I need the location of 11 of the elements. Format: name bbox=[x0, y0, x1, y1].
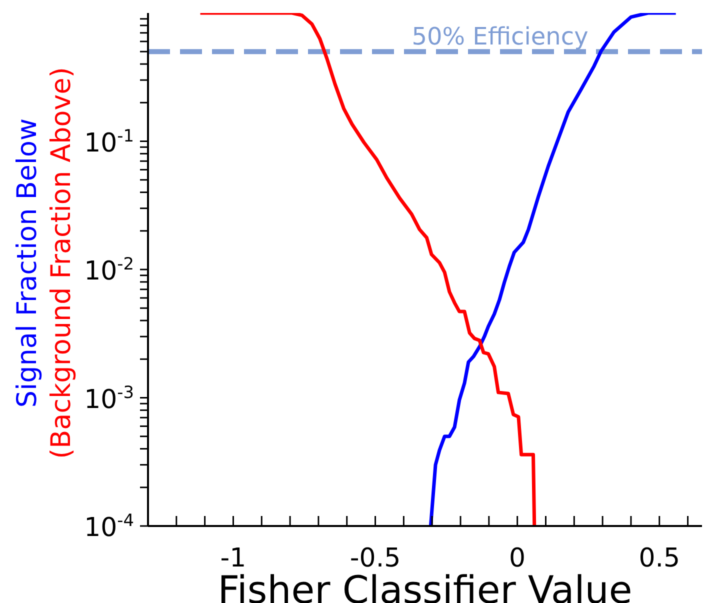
text: Signal Fraction Below bbox=[11, 117, 44, 410]
y-tick-label: 10$^{-2}$ bbox=[84, 254, 134, 286]
x-tick-label: -0.5 bbox=[350, 543, 401, 574]
text: (Background Fraction Above) bbox=[45, 67, 78, 459]
x-tick-label: 0 bbox=[509, 543, 526, 574]
y-tick-label: 10$^{-3}$ bbox=[84, 382, 134, 415]
y-tick-label: 10$^{-4}$ bbox=[84, 510, 134, 543]
x-tick-label: 0.5 bbox=[638, 543, 680, 574]
ref-line-label: 50% Efficiency bbox=[412, 22, 588, 51]
y-tick-label: 10$^{-1}$ bbox=[84, 125, 134, 158]
x-tick-label: -1 bbox=[220, 543, 246, 574]
